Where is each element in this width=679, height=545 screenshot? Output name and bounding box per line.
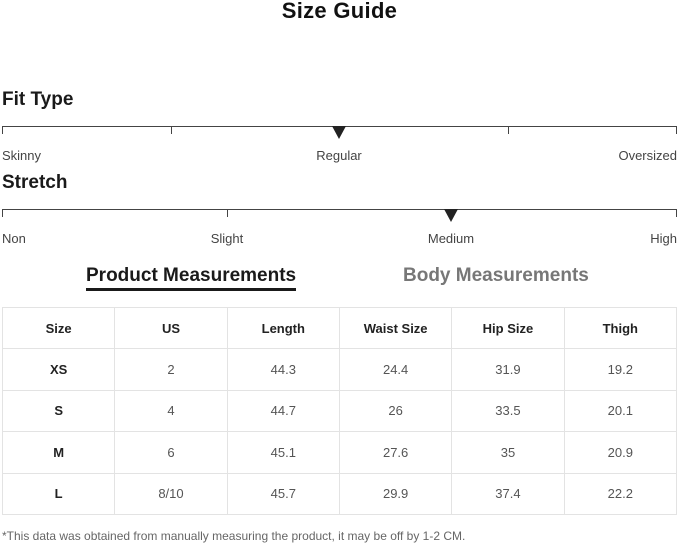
header-thigh: Thigh — [563, 306, 678, 350]
stretch-scale-line — [2, 209, 677, 210]
table-cell: XS — [1, 348, 116, 391]
tab-product-measurements[interactable]: Product Measurements — [86, 265, 297, 291]
table-cell: 44.3 — [226, 348, 340, 391]
fit-tick — [171, 126, 172, 134]
fit-type-heading: Fit Type — [2, 89, 74, 110]
table-row: XS 2 44.3 24.4 31.9 19.2 — [1, 348, 678, 391]
header-hip: Hip Size — [451, 306, 565, 350]
fit-tick — [2, 126, 3, 134]
header-waist: Waist Size — [338, 306, 453, 350]
stretch-option-non: Non — [2, 231, 26, 246]
stretch-tick — [676, 209, 677, 217]
stretch-option-slight: Slight — [210, 231, 244, 246]
fit-tick — [676, 126, 677, 134]
table-cell: S — [1, 389, 116, 433]
table-cell: 2 — [114, 348, 228, 391]
stretch-option-high: High — [650, 231, 677, 246]
table-cell: 8/10 — [114, 472, 228, 515]
fit-option-oversized: Oversized — [618, 148, 677, 163]
table-cell: 26 — [338, 389, 453, 433]
stretch-marker-icon — [444, 209, 458, 222]
table-cell: 44.7 — [226, 389, 340, 433]
header-us: US — [114, 306, 228, 350]
table-cell: 37.4 — [451, 472, 565, 515]
table-header-row: Size US Length Waist Size Hip Size Thigh — [1, 306, 678, 350]
table-cell: 29.9 — [338, 472, 453, 515]
table-cell: 20.9 — [563, 431, 678, 474]
fit-tick — [508, 126, 509, 134]
tab-body-measurements[interactable]: Body Measurements — [403, 265, 589, 286]
table-cell: 35 — [451, 431, 565, 474]
table-cell: 45.1 — [226, 431, 340, 474]
table-cell: M — [1, 431, 116, 474]
table-cell: L — [1, 472, 116, 515]
disclaimer-note: *This data was obtained from manually me… — [2, 529, 466, 543]
fit-marker-icon — [332, 126, 346, 139]
table-row: S 4 44.7 26 33.5 20.1 — [1, 389, 678, 433]
table-cell: 19.2 — [563, 348, 678, 391]
header-length: Length — [226, 306, 340, 350]
table-cell: 6 — [114, 431, 228, 474]
table-cell: 45.7 — [226, 472, 340, 515]
table-cell: 22.2 — [563, 472, 678, 515]
table-cell: 27.6 — [338, 431, 453, 474]
page-title: Size Guide — [281, 0, 398, 23]
fit-option-skinny: Skinny — [2, 148, 42, 163]
header-size: Size — [1, 306, 116, 350]
stretch-tick — [2, 209, 3, 217]
stretch-option-medium: Medium — [427, 231, 475, 246]
table-cell: 4 — [114, 389, 228, 433]
table-cell: 33.5 — [451, 389, 565, 433]
table-row: L 8/10 45.7 29.9 37.4 22.2 — [1, 472, 678, 515]
table-cell: 24.4 — [338, 348, 453, 391]
table-cell: 31.9 — [451, 348, 565, 391]
stretch-tick — [227, 209, 228, 217]
stretch-heading: Stretch — [2, 172, 68, 193]
fit-option-regular: Regular — [316, 148, 362, 163]
table-cell: 20.1 — [563, 389, 678, 433]
table-row: M 6 45.1 27.6 35 20.9 — [1, 431, 678, 474]
size-table: Size US Length Waist Size Hip Size Thigh… — [1, 306, 678, 515]
